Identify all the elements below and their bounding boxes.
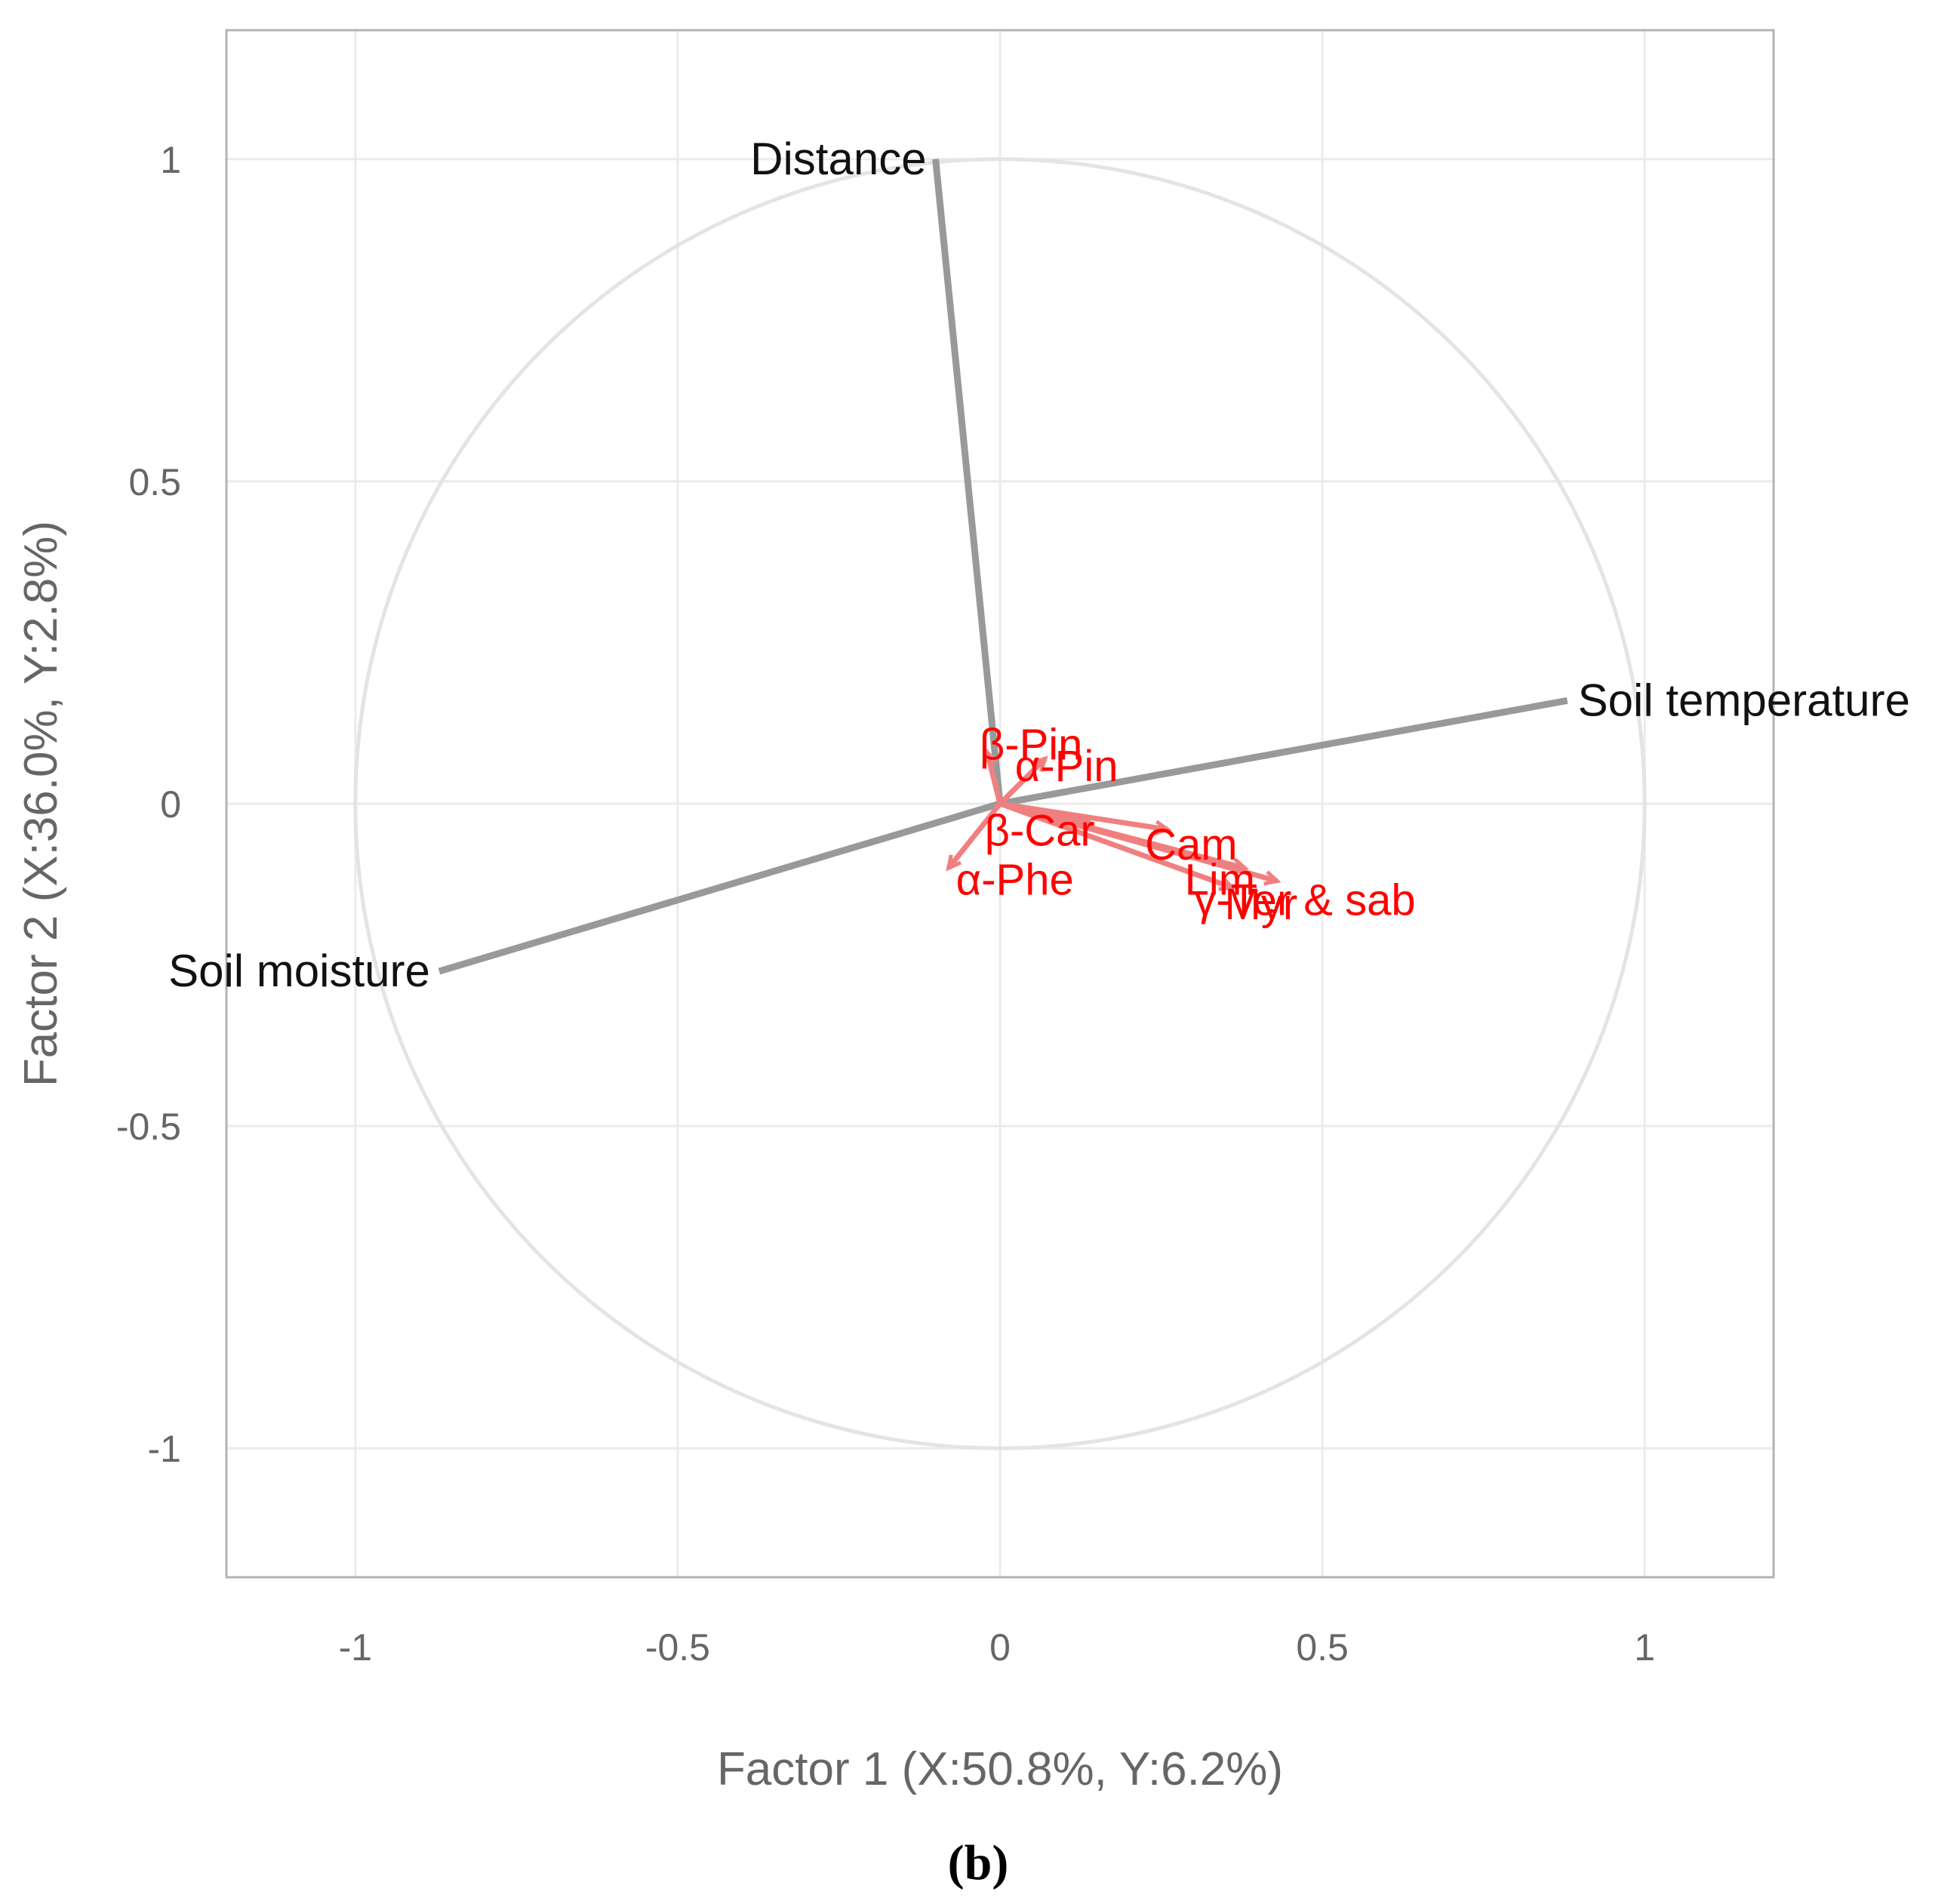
vector-layer bbox=[438, 158, 1568, 975]
unit-circle bbox=[353, 157, 1647, 1450]
terpene-vector-pin bbox=[998, 756, 1048, 806]
x-tick-label: -0.5 bbox=[645, 1626, 710, 1669]
y-tick-label: 0 bbox=[160, 783, 181, 826]
tick-layer: -1 -0.5 0 0.5 1 -1 -0.5 0 0.5 1 bbox=[116, 139, 1655, 1669]
terpene-label-car: β-Car bbox=[985, 807, 1095, 856]
x-tick-label: 0.5 bbox=[1296, 1626, 1349, 1669]
terpene-arrowhead-pin bbox=[1031, 755, 1048, 773]
env-label-soil-temperature: Soil temperature bbox=[1578, 675, 1910, 725]
x-axis-title: Factor 1 (X:50.8%, Y:6.2%) bbox=[717, 1743, 1283, 1795]
terpene-vector-phe bbox=[946, 801, 1002, 870]
y-axis-title: Factor 2 (X:36.0%, Y:2.8%) bbox=[15, 521, 67, 1087]
terpene-vector-pin bbox=[984, 751, 1003, 804]
env-label-distance: Distance bbox=[750, 134, 926, 184]
label-layer: Distance Soil temperature Soil moisture β-P… bbox=[168, 134, 1910, 996]
terpene-vector-cam bbox=[999, 801, 1168, 832]
terpene-arrowhead-phe bbox=[946, 854, 962, 872]
panel-border bbox=[225, 29, 1775, 1579]
figure-caption: (b) bbox=[948, 1835, 1009, 1890]
terpene-arrowhead-pin bbox=[982, 748, 998, 766]
x-tick-label: 0 bbox=[989, 1626, 1011, 1669]
terpene-vector-myr bbox=[999, 801, 1233, 890]
terpene-vector-ter-sab bbox=[999, 801, 1279, 884]
terpene-arrowhead-ter-sab bbox=[1263, 870, 1282, 886]
terpene-label-phe: α-Phe bbox=[956, 855, 1074, 904]
y-tick-label: -1 bbox=[148, 1428, 181, 1470]
terpene-label-cam: Cam bbox=[1145, 820, 1237, 869]
terpene-label-myr: Myr bbox=[1225, 880, 1298, 929]
terpene-arrowhead-cam bbox=[1154, 820, 1172, 836]
env-label-soil-moisture: Soil moisture bbox=[168, 946, 430, 996]
y-tick-label: 0.5 bbox=[128, 461, 181, 503]
terpene-label-lim: Lim bbox=[1185, 855, 1255, 904]
env-vector-distance bbox=[932, 158, 1004, 804]
x-tick-label: -1 bbox=[339, 1626, 372, 1669]
env-vector-soil-temperature bbox=[999, 697, 1568, 807]
terpene-label-pin: β-Pin bbox=[980, 721, 1083, 770]
env-vector-soil-moisture bbox=[438, 800, 1002, 975]
y-tick-label: -0.5 bbox=[116, 1106, 181, 1148]
y-tick-label: 1 bbox=[160, 139, 181, 181]
terpene-arrowhead-myr bbox=[1218, 876, 1236, 891]
x-tick-label: 1 bbox=[1634, 1626, 1655, 1669]
terpene-label-pin: α-Pin bbox=[1015, 742, 1119, 791]
terpene-label-ter-sab: γ-Ter & sab bbox=[1194, 876, 1415, 925]
